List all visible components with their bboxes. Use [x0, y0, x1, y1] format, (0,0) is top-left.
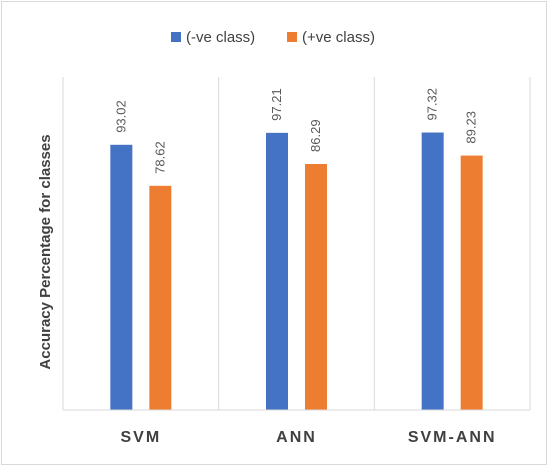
data-label: 86.29 — [308, 119, 323, 152]
data-label: 97.21 — [269, 88, 284, 121]
legend-swatch — [287, 32, 297, 42]
category-label: ANN — [276, 429, 317, 446]
legend-label: (+ve class) — [302, 29, 375, 46]
category-label: SVM-ANN — [408, 429, 497, 446]
bar — [110, 144, 133, 410]
data-label: 93.02 — [113, 100, 128, 133]
category-labels: SVM ANN SVM-ANN — [120, 429, 497, 446]
data-label: 97.32 — [425, 88, 440, 121]
bar — [421, 132, 444, 410]
category-label: SVM — [120, 429, 161, 446]
data-labels: 93.02 78.62 97.21 86.29 97.32 89.23 — [113, 88, 478, 174]
category-separators — [62, 77, 531, 410]
bar — [149, 185, 172, 410]
bar — [460, 155, 483, 410]
bar — [266, 132, 288, 410]
bars — [110, 132, 483, 410]
y-axis-label: Accuracy Percentage for classes — [37, 134, 54, 369]
data-label: 89.23 — [464, 111, 479, 144]
legend-swatch — [171, 32, 181, 42]
legend: (-ve class) (+ve class) — [171, 29, 375, 46]
legend-label: (-ve class) — [186, 29, 255, 46]
data-label: 78.62 — [152, 141, 167, 174]
bar — [305, 163, 327, 410]
